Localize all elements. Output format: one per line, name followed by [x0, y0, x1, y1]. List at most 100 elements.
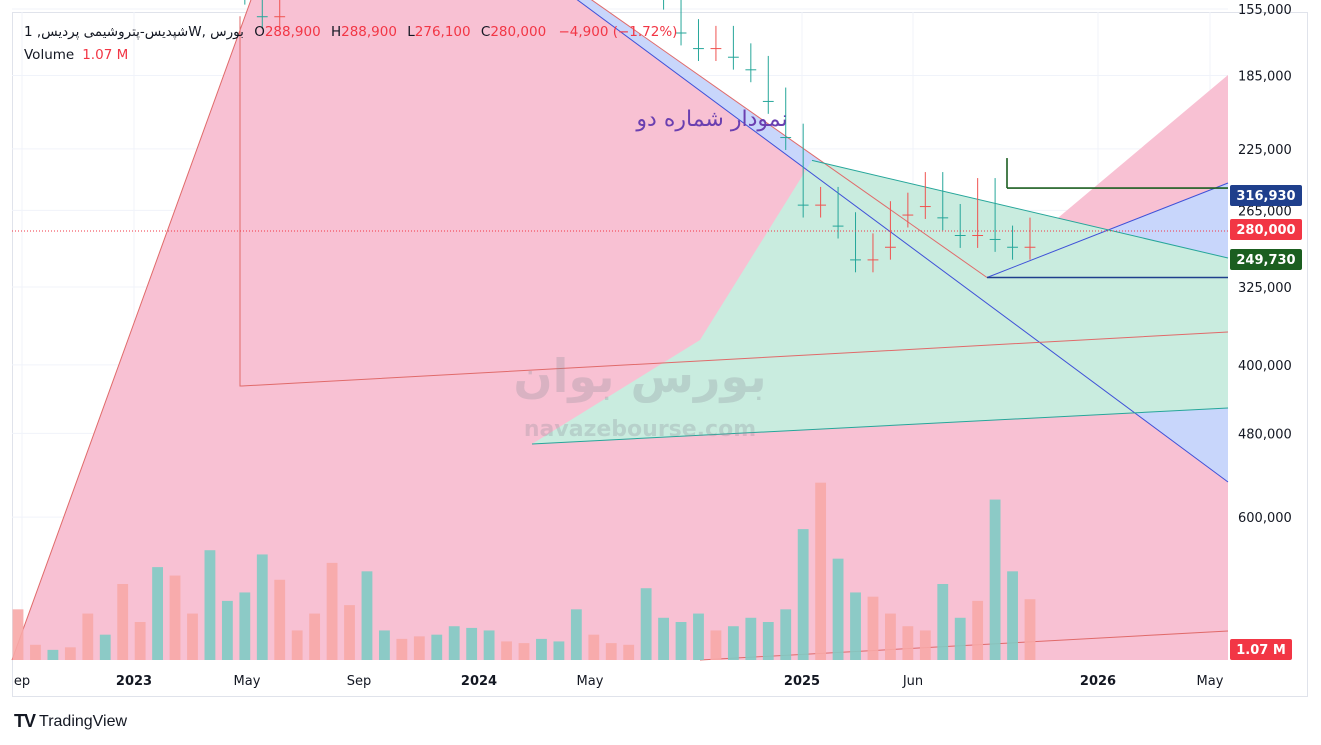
fan-base-line [11, 0, 252, 661]
candle-body [1024, 246, 1036, 248]
candle-body [919, 206, 931, 208]
x-tick-label: 2026 [1080, 674, 1116, 689]
volume-value: 1.07 M [82, 47, 129, 63]
volume-bar [396, 638, 408, 660]
chart-frame[interactable] [12, 12, 1308, 697]
close-value: 280,000 [490, 24, 547, 40]
tradingview-logo[interactable]: TV TradingView [14, 711, 127, 732]
volume-bar [762, 622, 774, 660]
volume-bar [413, 636, 425, 660]
volume-bar [1024, 599, 1036, 660]
volume-bar [448, 626, 460, 660]
volume-bar [972, 600, 984, 660]
volume-bar [605, 643, 617, 660]
y-tick-label: 185,000 [1238, 69, 1292, 84]
volume-bar [221, 600, 233, 660]
volume-bar [30, 644, 41, 660]
volume-bar [47, 649, 59, 660]
y-tick-label: 155,000 [1238, 3, 1292, 18]
candle-body [902, 214, 914, 216]
watermark: بورس بوان navazebourse.com [513, 349, 766, 442]
volume-bar [344, 605, 355, 660]
y-tick-label: 325,000 [1238, 281, 1292, 296]
candle-body [989, 238, 1001, 240]
volume-bar [797, 529, 809, 660]
volume-bar [710, 630, 722, 660]
volume-bar [99, 634, 111, 660]
volume-badge: 1.07 M [1236, 643, 1286, 658]
fan-red-ray [239, 16, 1229, 387]
x-tick-label: 2024 [461, 674, 497, 689]
candle-body [797, 204, 809, 206]
volume-bar [919, 630, 931, 660]
volume-bar [361, 571, 373, 660]
volume-bar [274, 579, 286, 660]
time-axis[interactable]: ep 2023 May Sep 2024 May 2025 Jun 2026 May [14, 674, 1224, 689]
volume-bars [12, 482, 1036, 660]
volume-bar [867, 596, 879, 660]
x-tick-label: May [577, 674, 604, 689]
volume-bar [937, 584, 949, 660]
candle-body [867, 259, 879, 261]
candle-body [256, 16, 268, 18]
current-price-badge-bg [1230, 219, 1302, 240]
tradingview-brand: TradingView [39, 712, 128, 730]
symbol-name[interactable]: شپدیس-پتروشیمی پردیس, 1W, بورس [24, 24, 244, 40]
volume-bar [431, 634, 443, 660]
candle-body [850, 259, 861, 261]
fan-mid-teal-line [531, 407, 1229, 445]
volume-bar [553, 641, 565, 660]
volume-bar [832, 558, 844, 660]
volume-bar [291, 630, 303, 660]
volume-bar [501, 641, 512, 660]
volume-bar [640, 588, 652, 660]
candle-body [780, 137, 792, 139]
price-axis[interactable]: 600,000 480,000 400,000 325,000 265,000 225,0… [1238, 0, 1292, 526]
fan-upper-teal-line [811, 159, 1229, 259]
candle-body [954, 235, 966, 237]
y-tick-label: 400,000 [1238, 359, 1292, 374]
volume-bar [64, 647, 76, 660]
volume-bar [693, 613, 704, 660]
x-tick-label: May [234, 674, 261, 689]
candle-body [745, 69, 757, 71]
volume-bar [850, 592, 861, 660]
volume-bar [570, 609, 582, 660]
fan-zone-lower-pink [12, 0, 1228, 660]
y-tick-label: 600,000 [1238, 511, 1292, 526]
volume-bar [309, 613, 321, 660]
top-level-badge-bg [1230, 185, 1302, 206]
volume-bar [12, 609, 24, 660]
high-value: 288,900 [341, 24, 397, 40]
candle-body [693, 48, 704, 50]
volume-bar [658, 617, 669, 660]
price-badges: 316,930 280,000 249,730 1.07 M [1230, 185, 1302, 660]
x-tick-label: 2025 [784, 674, 820, 689]
fan-lower-blue-line [576, 0, 1229, 483]
volume-bar [989, 499, 1001, 660]
volume-bar [623, 644, 635, 660]
candle-body [1007, 246, 1018, 248]
volume-bar [134, 622, 146, 660]
current-price-badge: 280,000 [1236, 223, 1295, 238]
volume-bar [204, 550, 216, 660]
x-tick-label: May [1197, 674, 1224, 689]
high-label: H [330, 24, 342, 40]
bottom-level-badge-bg [1230, 249, 1302, 270]
watermark-url: navazebourse.com [524, 417, 756, 442]
candle-body [727, 56, 739, 58]
volume-label[interactable]: Volume [24, 47, 75, 63]
volume-bar [239, 592, 251, 660]
volume-bar [117, 584, 129, 660]
open-value: 288,900 [264, 24, 321, 40]
volume-bar [483, 630, 495, 660]
volume-badge-bg [1230, 639, 1292, 660]
volume-bar [780, 609, 792, 660]
low-label: L [407, 24, 415, 40]
volume-bar [1007, 571, 1018, 660]
volume-bar [518, 643, 530, 660]
annotation-text: نمودار شماره دو [635, 107, 787, 132]
x-tick-label: Sep [347, 674, 372, 689]
volume-bar [187, 613, 198, 660]
